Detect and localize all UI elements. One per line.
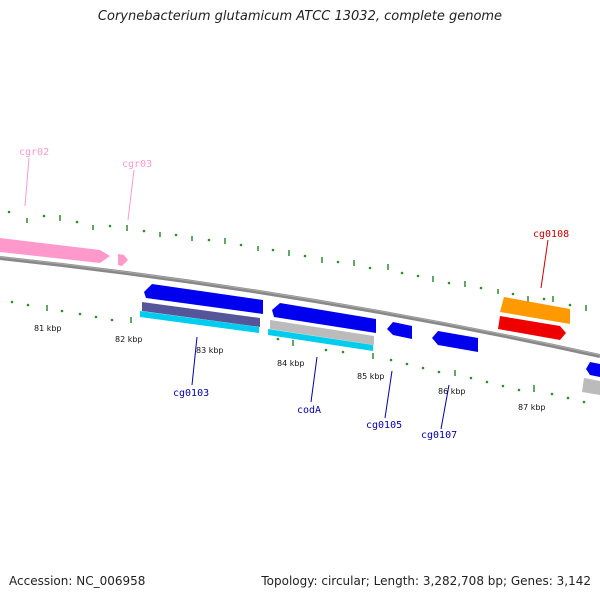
partial-grey-feature [582,378,600,395]
scale-tick-label: 81 kbp [34,324,62,333]
cg0105-feature[interactable] [387,322,412,339]
scale-tick-label: 83 kbp [196,346,224,355]
cgr02-feature[interactable] [0,238,110,263]
cg0108-connector [540,239,549,289]
cgr03-connector [127,169,135,221]
partial-blue-feature[interactable] [586,362,600,377]
genome-info-text: Topology: circular; Length: 3,282,708 bp… [261,574,591,588]
codA-grey-bar [270,320,374,345]
cgr03-label[interactable]: cgr03 [122,159,152,170]
cg0107-label[interactable]: cg0107 [421,430,457,441]
cg0103-similarity-bar [142,302,260,327]
cg0103-cyan-bar [140,311,259,333]
codA-cyan-bar [268,329,373,351]
codA-label[interactable]: codA [297,405,321,416]
cg0103-feature[interactable] [144,284,263,314]
cg0105-connector [384,370,393,419]
cg0105-label[interactable]: cg0105 [366,420,402,431]
cg0103-connector [191,336,198,386]
cg0108-label[interactable]: cg0108 [533,229,569,240]
cg0108-orange-feature[interactable] [500,297,570,324]
codA-connector [310,356,318,403]
scale-tick-label: 86 kbp [438,387,466,396]
genome-backbone [0,256,600,358]
codA-feature[interactable] [272,303,376,333]
cgr02-connector [24,157,30,207]
outer-tick-track [7,210,587,311]
cgr03-feature[interactable] [118,254,128,266]
scale-tick-label: 85 kbp [357,372,385,381]
cg0107-connector [440,384,450,430]
map-title: Corynebacterium glutamicum ATCC 13032, c… [97,9,503,24]
scale-tick-label: 87 kbp [518,403,546,412]
cg0107-feature[interactable] [432,331,478,352]
accession-text: Accession: NC_006958 [9,574,146,588]
cgr02-label[interactable]: cgr02 [19,147,49,158]
cg0103-label[interactable]: cg0103 [173,388,209,399]
scale-tick-label: 82 kbp [115,335,143,344]
cg0108-red-feature[interactable] [498,316,566,340]
inner-tick-track [10,300,586,404]
scale-tick-label: 84 kbp [277,359,305,368]
